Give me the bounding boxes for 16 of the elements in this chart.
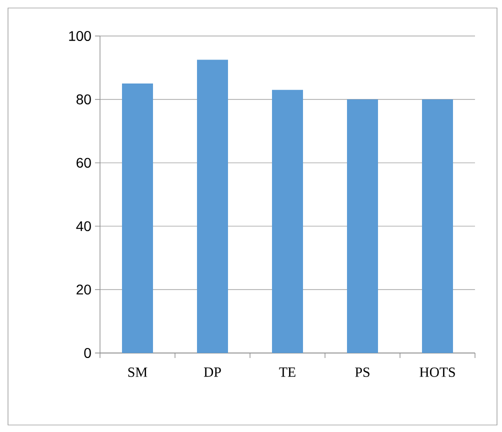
y-tick-label: 60: [76, 158, 91, 168]
x-tick-label: HOTS: [420, 368, 455, 377]
x-tick-label: TE: [279, 368, 296, 377]
x-tick-label: DP: [204, 368, 221, 377]
bar: [122, 84, 154, 353]
bar: [272, 90, 304, 353]
x-tick-label: PS: [355, 368, 370, 377]
x-tick-label: SM: [128, 368, 148, 377]
bar: [422, 99, 454, 353]
bar: [197, 60, 228, 353]
y-tick-label: 100: [69, 31, 91, 41]
bar: [347, 99, 378, 353]
y-tick-label: 80: [76, 94, 91, 104]
y-tick-label: 40: [76, 221, 91, 232]
y-tick-label: 0: [84, 348, 91, 358]
y-tick-label: 20: [76, 284, 91, 295]
